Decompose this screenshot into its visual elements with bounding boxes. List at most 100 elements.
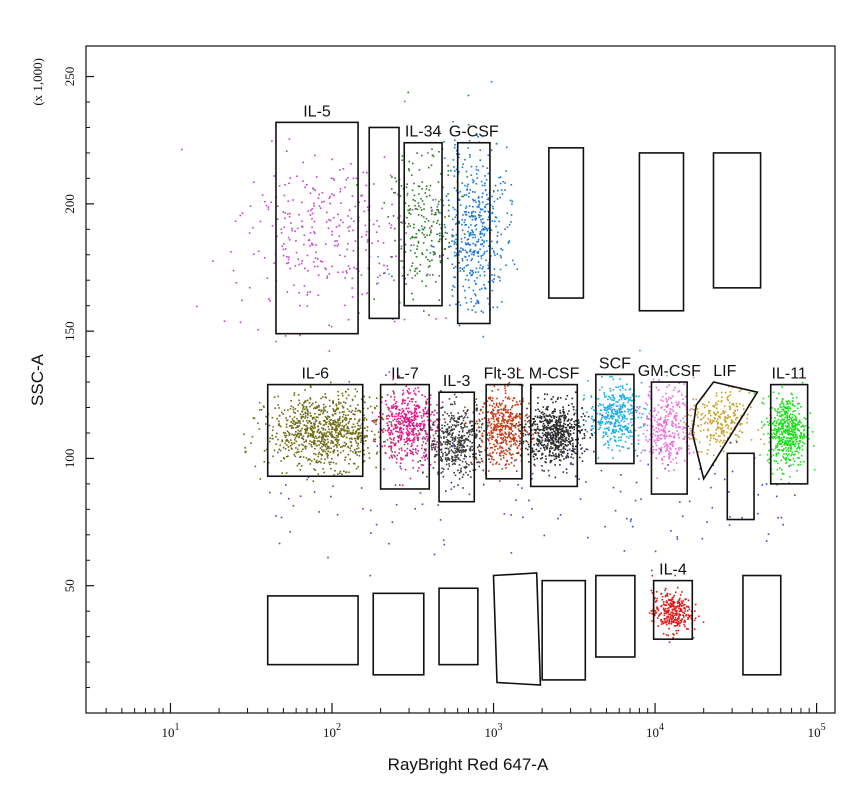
event-dot [395,424,397,426]
event-dot [476,433,478,436]
event-dot [479,420,481,422]
event-dot [477,426,480,429]
event-dot [785,446,787,449]
event-dot [543,398,546,400]
event-dot [492,436,495,439]
event-dot [313,416,315,419]
event-dot [343,429,345,431]
event-dot [286,150,288,152]
event-dot [467,242,470,244]
event-dot [559,451,562,453]
event-dot [608,426,610,429]
event-dot [357,437,360,439]
event-dot [572,442,574,445]
event-dot [542,413,544,416]
event-dot [410,244,412,247]
event-dot [508,463,510,466]
event-dot [700,414,703,416]
event-dot [307,434,310,437]
event-dot [547,415,549,417]
event-dot [398,436,400,438]
event-dot [409,427,411,430]
event-dot [552,401,554,404]
event-dot [443,441,445,443]
event-dot [289,415,291,418]
event-dot [440,407,442,409]
event-dot [592,409,595,411]
event-dot [491,432,493,435]
event-dot [325,221,328,223]
event-dot [334,424,336,426]
event-dot [351,409,354,412]
event-dot [407,392,410,395]
event-dot [554,434,557,436]
event-dot [461,429,464,431]
event-dot [541,436,543,439]
event-dot [494,445,496,448]
event-dot [409,392,412,394]
event-dot [425,442,427,445]
event-dot [334,428,336,430]
event-dot [475,267,478,270]
event-dot [444,431,447,433]
event-dot [611,412,613,414]
event-dot [723,439,725,442]
event-dot [536,415,539,418]
event-dot [196,305,198,308]
event-dot [406,447,409,450]
event-dot [507,426,510,428]
event-dot [371,242,373,245]
event-dot [323,419,326,422]
event-dot [306,428,308,431]
event-dot [447,457,449,459]
event-dot [696,414,698,416]
event-dot [512,453,514,456]
event-dot [609,421,611,423]
event-dot [606,410,608,412]
event-dot [453,459,455,462]
event-dot [515,444,517,446]
event-dot [331,265,333,268]
event-dot [544,419,546,422]
event-dot [603,394,606,396]
event-dot [455,424,458,427]
event-dot [630,411,632,414]
event-dot [549,461,552,464]
event-dot [402,401,404,404]
event-dot [656,477,658,479]
event-dot [613,429,615,431]
event-dot [432,423,435,426]
event-dot [299,334,301,337]
event-dot [363,436,366,439]
event-dot [516,452,518,455]
event-dot [501,451,504,453]
event-dot [564,431,567,433]
event-dot [345,433,348,435]
event-dot [494,220,496,223]
event-dot [285,455,288,458]
event-dot [300,415,303,418]
event-dot [464,213,467,216]
event-dot [406,183,408,185]
event-dot [496,240,499,243]
event-dot [439,234,441,237]
event-dot [341,416,344,418]
event-dot [426,234,428,237]
event-dot [480,257,483,260]
event-dot [720,423,722,425]
event-dot [496,198,499,200]
event-dot [493,402,495,405]
event-dot [563,433,565,436]
event-dot [337,394,340,397]
event-dot [476,422,479,425]
event-dot [396,430,399,433]
event-dot [568,440,571,443]
event-dot [554,438,556,440]
event-dot [424,395,426,398]
event-dot [342,413,345,416]
event-dot [478,216,481,218]
event-dot [555,427,558,430]
event-dot [376,418,378,421]
event-dot [322,396,324,398]
event-dot [719,445,722,448]
